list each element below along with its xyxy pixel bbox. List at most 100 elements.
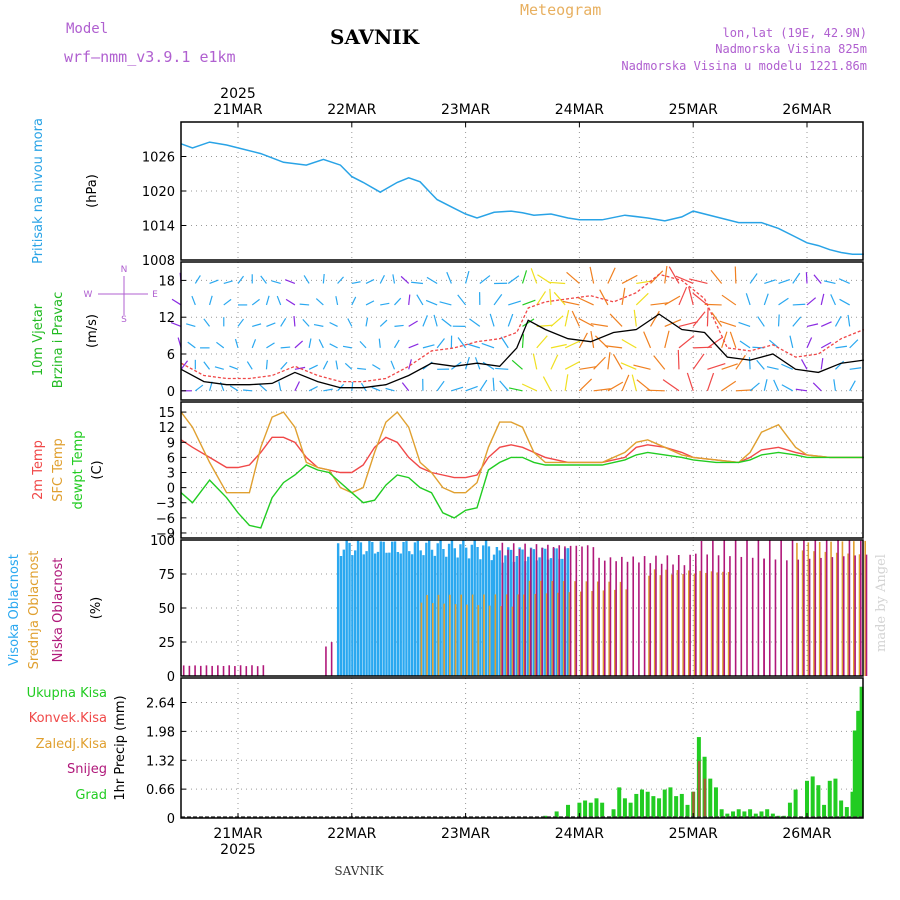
wind-arrow [748,357,751,370]
legend-temp-2m: 2m Temp [31,440,46,500]
wind-arrow [229,385,239,392]
precip-bar [639,789,644,818]
wind-arrow [359,340,367,349]
wind-arrow [433,314,438,327]
precip-bar [628,802,633,818]
wind-speed-line [180,313,864,389]
wind-arrow [408,343,419,349]
wind-arrow [763,293,769,306]
wind-arrow [293,315,296,327]
wind-arrow [711,312,723,327]
legend-cloud-low: Niska Oblacnost [51,558,66,663]
date-label-bottom: 26MAR [782,826,831,842]
wind-arrow [180,360,189,370]
y-tick-label: 12 [158,311,175,326]
wind-arrow [465,270,470,284]
precip-bar [617,787,622,818]
wind-arrow [707,336,724,349]
wind-arrow [522,318,535,327]
legend-cloud-mid: Srednja Oblacnost [27,551,42,670]
wind-arrow [303,275,310,284]
y-tick-label: 15 [158,406,175,421]
legend-wind-1: 10m Vjetar [31,303,46,376]
wind-arrow [357,367,367,370]
legend-precip-1: Konvek.Kisa [29,711,107,726]
wind-arrow [280,346,291,349]
wind-arrow [252,323,262,327]
temp-sfc-line [180,411,864,494]
wind-arrow [800,359,808,370]
precip-bar [651,796,656,818]
wind-arrow [812,382,822,392]
wind-arrow [692,311,706,327]
wind-arrow [805,272,808,284]
wind-arrow [607,381,624,392]
wind-arrow [451,386,464,392]
wind-arrow [203,318,211,327]
wind-arrow [479,275,491,284]
wind-arrow [536,291,546,306]
wind-arrow [522,299,536,306]
wind-arrow [756,359,765,370]
wind-arrow [764,279,776,285]
wind-arrow [318,339,324,349]
wind-arrow [635,292,649,306]
precip-bar [816,785,821,818]
legend-precip-4: Grad [75,788,107,803]
made-by-watermark: made by Angel [874,554,889,652]
wind-arrow [294,366,306,370]
date-label-bottom: 25MAR [669,826,718,842]
wind-arrow [294,340,304,349]
precip-bar [852,730,857,818]
wind-arrow [562,300,580,306]
wind-arrow [329,321,338,327]
wind-arrow [457,337,467,349]
wind-arrow [469,318,481,327]
wind-arrow [830,294,836,306]
wind-arrow [411,281,423,285]
wind-arrow [781,363,794,370]
compass-e: E [152,290,158,300]
wind-arrow [781,384,794,392]
wind-arrow [820,341,832,349]
wind-arrow [342,345,352,349]
wind-arrow [467,343,481,349]
wind-arrow [521,270,528,284]
legend-temp-dewpt: dewpt Temp [71,430,86,509]
wind-arrow [465,356,470,370]
wind-arrow [735,389,753,392]
frame-layer [180,121,864,819]
precip-bar [833,778,838,818]
legend-wind-2: Brzina i Pravac [51,292,66,389]
wind-arrow [773,379,780,392]
y-tick-label: 0 [167,812,175,827]
wind-arrow [789,335,794,349]
wind-arrow [489,313,495,327]
wind-arrow [806,297,817,306]
precip-bar [725,813,730,818]
wind-arrow [251,339,257,349]
wind-arrow [721,380,737,392]
y-tick-label: 18 [158,274,175,289]
wind-arrow [675,275,694,285]
wind-arrow [692,292,708,306]
wind-arrow [280,318,287,327]
wind-arrow [721,363,738,370]
wind-arrow [678,286,688,306]
wind-arrow [246,361,253,370]
wind-arrow [294,381,300,392]
wind-arrow [777,314,780,327]
wind-arrow [482,361,495,370]
wind-arrow [237,318,245,327]
wind-arrow [530,268,538,284]
wind-arrow [689,278,708,285]
wind-arrow [692,353,705,370]
precip-bar [759,811,764,818]
wind-arrow [677,349,680,370]
wind-arrow [408,359,412,370]
wind-arrow [393,339,400,349]
wind-arrow [664,330,670,349]
precip-bar [588,802,593,818]
wind-arrow [441,318,452,327]
y-tick-label: 0 [167,385,175,400]
